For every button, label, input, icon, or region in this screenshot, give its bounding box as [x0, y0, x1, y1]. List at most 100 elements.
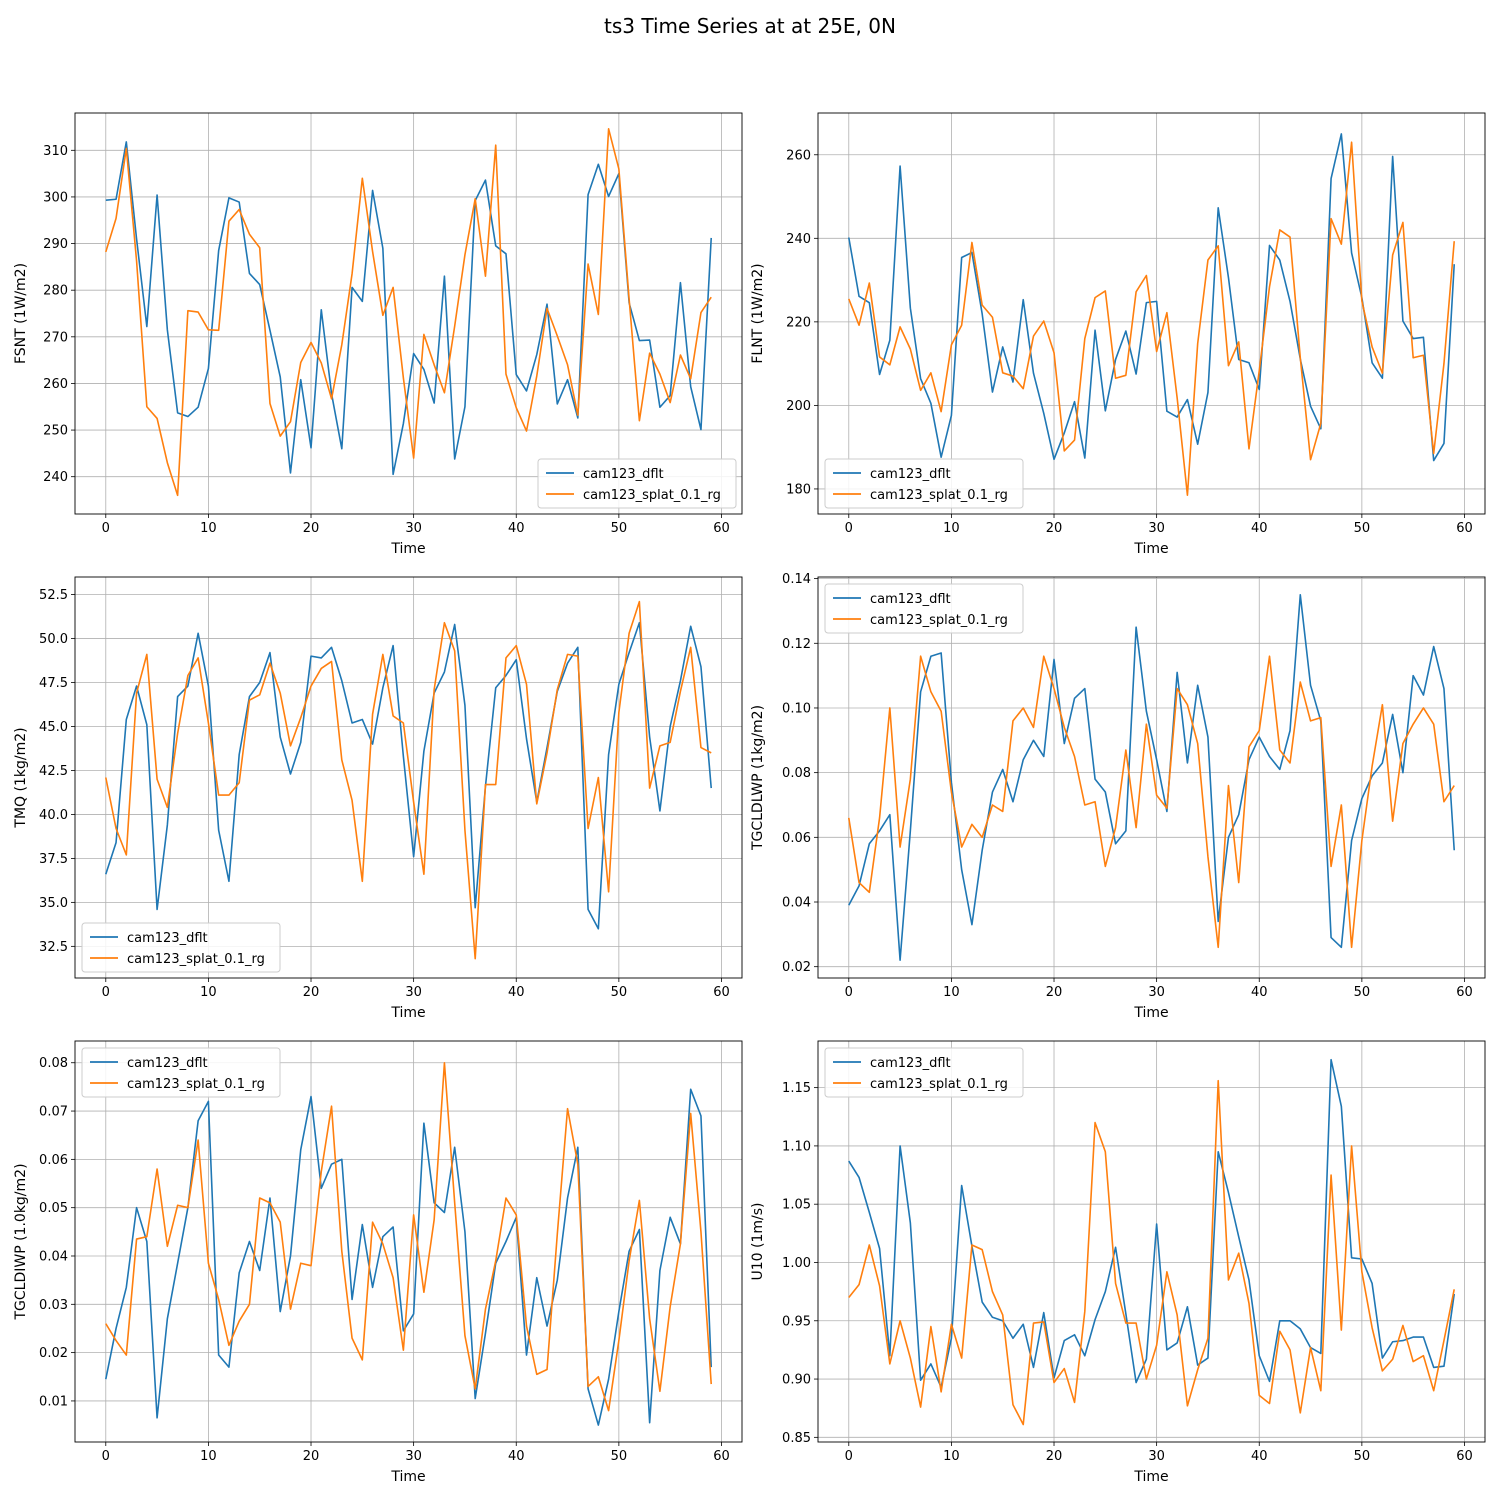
x-tick-label: 10	[943, 1449, 960, 1464]
x-tick-label: 20	[1046, 521, 1063, 536]
axes-frame	[74, 576, 743, 979]
x-tick-label: 10	[943, 985, 960, 1000]
y-tick-label: 220	[786, 315, 811, 330]
x-axis-label: Time	[390, 1005, 425, 1021]
y-tick-label: 32.5	[39, 940, 68, 955]
x-tick-label: 40	[508, 1449, 525, 1464]
y-tick-label: 37.5	[39, 852, 68, 867]
x-tick-label: 0	[845, 985, 853, 1000]
x-tick-label: 40	[1251, 1449, 1268, 1464]
y-tick-label: 310	[43, 144, 68, 159]
y-axis-label: TGCLDIWP (1.0kg/m2)	[13, 1163, 29, 1320]
y-tick-label: 0.10	[782, 701, 811, 716]
series-line-cam123_dflt	[105, 621, 713, 930]
figure-title: ts3 Time Series at at 25E, 0N	[604, 14, 896, 38]
legend-entry: cam123_splat_0.1_rg	[870, 613, 1008, 628]
y-tick-label: 50.0	[39, 632, 68, 647]
y-axis-label: FSNT (1W/m2)	[13, 263, 29, 364]
y-tick-label: 260	[786, 148, 811, 163]
series-line-cam123_splat_0.1_rg	[847, 655, 1455, 949]
series-line-cam123_splat_0.1_rg	[105, 1061, 713, 1412]
x-tick-label: 60	[1456, 1449, 1473, 1464]
x-tick-label: 50	[1354, 521, 1371, 536]
y-tick-label: 270	[43, 330, 68, 345]
x-tick-label: 50	[1354, 985, 1371, 1000]
x-tick-label: 50	[1354, 1449, 1371, 1464]
legend-box	[81, 922, 281, 973]
legend-box	[824, 458, 1024, 509]
y-tick-label: 0.90	[782, 1373, 811, 1388]
y-tick-label: 0.05	[39, 1201, 68, 1216]
y-tick-label: 0.02	[782, 960, 811, 975]
x-tick-label: 20	[303, 985, 320, 1000]
y-tick-label: 290	[43, 237, 68, 252]
y-tick-label: 180	[786, 482, 811, 497]
y-tick-label: 250	[43, 424, 68, 439]
x-tick-label: 30	[1148, 1449, 1165, 1464]
x-axis-label: Time	[1133, 1005, 1168, 1021]
x-tick-label: 0	[102, 521, 110, 536]
series-line-cam123_dflt	[105, 141, 713, 476]
legend-box	[824, 1047, 1024, 1098]
y-axis-label: TMQ (1kg/m2)	[13, 727, 29, 828]
y-tick-label: 1.05	[782, 1198, 811, 1213]
y-tick-label: 1.15	[782, 1081, 811, 1096]
x-tick-label: 40	[1251, 985, 1268, 1000]
y-tick-label: 0.06	[39, 1153, 68, 1168]
series-line-cam123_splat_0.1_rg	[848, 141, 1456, 497]
x-tick-label: 60	[713, 985, 730, 1000]
x-tick-label: 20	[1046, 985, 1063, 1000]
legend-entry: cam123_dflt	[870, 467, 951, 482]
x-tick-label: 0	[102, 985, 110, 1000]
x-tick-label: 60	[1456, 985, 1473, 1000]
x-tick-label: 30	[1148, 521, 1165, 536]
y-tick-label: 0.95	[782, 1314, 811, 1329]
legend-entry: cam123_dflt	[127, 931, 208, 946]
x-axis-label: Time	[1133, 1469, 1168, 1485]
x-tick-label: 30	[405, 985, 422, 1000]
legend: cam123_dflt cam123_splat_0.1_rg	[81, 922, 281, 973]
x-tick-label: 20	[303, 521, 320, 536]
x-tick-label: 60	[713, 521, 730, 536]
legend: cam123_dflt cam123_splat_0.1_rg	[824, 458, 1024, 509]
subplot-4: 0 10 20 30 40 50 60 0.02 0.04 0.06 0.08 0.10 0.12 0.1…	[750, 572, 1486, 1021]
legend: cam123_dflt cam123_splat_0.1_rg	[824, 1047, 1024, 1098]
x-tick-label: 40	[1251, 521, 1268, 536]
y-tick-label: 0.02	[39, 1346, 68, 1361]
x-tick-label: 50	[611, 1449, 628, 1464]
y-tick-label: 300	[43, 190, 68, 205]
legend-entry: cam123_splat_0.1_rg	[127, 952, 265, 967]
x-tick-label: 0	[845, 521, 853, 536]
legend-box	[824, 583, 1024, 634]
legend: cam123_dflt cam123_splat_0.1_rg	[537, 458, 737, 509]
subplot-3: 0 10 20 30 40 50 60 32.5 35.0 37.5 40.0 42.5 45.0 47.…	[13, 576, 743, 1021]
legend-entry: cam123_dflt	[127, 1056, 208, 1071]
x-axis-label: Time	[390, 541, 425, 557]
y-tick-label: 240	[786, 232, 811, 247]
y-tick-label: 0.07	[39, 1105, 68, 1120]
x-tick-label: 60	[1456, 521, 1473, 536]
axes-frame	[817, 1040, 1486, 1443]
y-tick-label: 0.85	[782, 1431, 811, 1446]
y-tick-label: 45.0	[39, 720, 68, 735]
x-tick-label: 10	[200, 521, 217, 536]
y-axis-label: U10 (1m/s)	[750, 1203, 766, 1281]
legend-entry: cam123_dflt	[583, 467, 664, 482]
series-line-cam123_dflt	[848, 1058, 1456, 1389]
y-tick-label: 0.08	[782, 766, 811, 781]
legend: cam123_dflt cam123_splat_0.1_rg	[824, 583, 1024, 634]
y-tick-label: 0.03	[39, 1298, 68, 1313]
axes-frame	[817, 576, 1486, 979]
legend-entry: cam123_dflt	[870, 592, 951, 607]
y-tick-label: 0.01	[39, 1394, 68, 1409]
axes-frame	[817, 112, 1486, 515]
y-tick-label: 52.5	[39, 588, 68, 603]
legend-entry: cam123_splat_0.1_rg	[127, 1077, 265, 1092]
y-tick-label: 40.0	[39, 808, 68, 823]
series-line-cam123_dflt	[847, 133, 1456, 462]
legend-entry: cam123_splat_0.1_rg	[870, 488, 1008, 503]
y-axis-label: FLNT (1W/m2)	[750, 263, 766, 363]
y-tick-label: 280	[43, 284, 68, 299]
y-tick-label: 0.12	[782, 637, 811, 652]
axes-frame	[74, 1040, 743, 1443]
